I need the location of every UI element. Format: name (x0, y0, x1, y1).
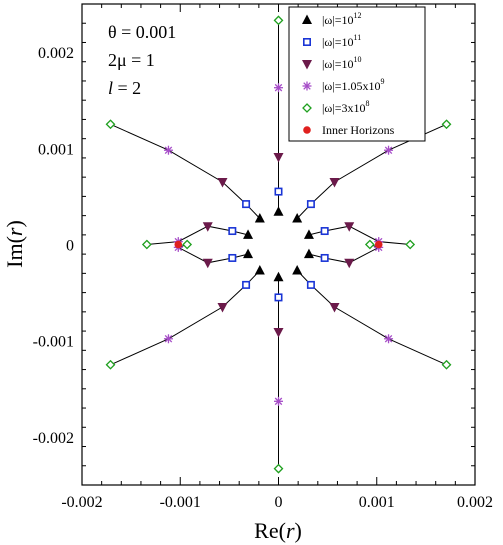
y-tick-label: 0 (66, 238, 74, 255)
data-point-s4-2 (274, 396, 283, 406)
data-point-s2-10 (320, 253, 329, 262)
data-point-s6-2 (374, 240, 383, 249)
x-tick-label: -0.002 (61, 494, 102, 511)
data-point-s2-6 (306, 280, 315, 289)
data-point-s2-9 (228, 253, 237, 262)
annotation-l: l = 2 (108, 78, 141, 98)
data-point-s1-1 (273, 206, 284, 216)
data-point-s2-7 (228, 227, 237, 236)
data-point-s4-1 (274, 83, 283, 93)
trajectory-line-5 (110, 270, 261, 366)
trajectory-line-6 (296, 270, 447, 366)
data-point-s2-4 (306, 200, 315, 209)
data-point-s1-4 (292, 213, 303, 223)
x-tick-label: -0.001 (160, 494, 201, 511)
data-point-s3-9 (202, 258, 213, 269)
data-point-s3-4 (329, 177, 340, 188)
data-point-s1-9 (243, 248, 254, 259)
data-point-s1-3 (254, 213, 265, 223)
data-point-s4-6 (384, 334, 394, 344)
legend-marker-3 (302, 60, 312, 70)
legend-label-5: |ω|=3x108 (322, 99, 369, 115)
data-point-s1-2 (273, 271, 284, 282)
data-point-s5-4 (441, 119, 452, 130)
legend-box (288, 6, 426, 142)
data-point-s3-7 (202, 222, 213, 232)
legend-label-3: |ω|=1010 (322, 55, 361, 71)
data-point-s3-3 (217, 177, 228, 188)
x-tick-label: 0.001 (359, 494, 395, 511)
y-tick-label: 0.002 (38, 45, 74, 62)
data-point-s1-6 (292, 264, 303, 275)
data-point-s1-5 (254, 264, 265, 275)
data-point-s4-5 (163, 334, 173, 344)
y-tick-label: -0.002 (33, 430, 74, 447)
plot-markers (105, 15, 452, 474)
legend-marker-1 (302, 14, 312, 24)
axis-ticks: -0.002 -0.001 0 0.001 0.002 -0.002 -0.001 0 0.00… (33, 3, 493, 511)
data-point-s5-9 (182, 239, 193, 250)
data-point-s2-2 (274, 293, 283, 302)
data-point-s3-2 (273, 328, 284, 338)
data-point-s3-6 (329, 303, 340, 313)
legend-label-6: Inner Horizons (322, 123, 395, 137)
y-tick-label: -0.001 (33, 334, 74, 351)
legend-marker-6 (303, 126, 311, 134)
data-point-s4-4 (384, 145, 394, 155)
data-point-s2-5 (242, 280, 251, 289)
trajectory-line-3 (110, 123, 261, 219)
data-point-s3-8 (344, 222, 355, 232)
data-point-s5-8 (405, 239, 416, 250)
data-point-s5-2 (273, 463, 284, 474)
data-point-s4-3 (163, 145, 173, 155)
data-point-s2-1 (274, 187, 283, 196)
legend-label-1: |ω|=1012 (322, 11, 361, 27)
y-axis-title: Im(r) (2, 220, 27, 268)
x-axis-title: Re(r) (254, 518, 302, 543)
x-tick-label: 0.002 (457, 494, 493, 511)
legend-marker-4 (302, 81, 312, 91)
legend: |ω|=1012 |ω|=1011 |ω|=1010 |ω|=1.05x109 |ω|=… (288, 6, 426, 142)
legend-label-4: |ω|=1.05x109 (322, 77, 384, 93)
data-point-s5-1 (273, 15, 284, 26)
x-tick-label: 0 (275, 494, 283, 511)
annotation-mu: 2μ = 1 (108, 50, 155, 70)
y-tick-label: 0.001 (38, 141, 74, 158)
data-point-s5-7 (141, 239, 152, 250)
data-point-s2-8 (320, 227, 329, 236)
data-point-s1-10 (303, 248, 314, 259)
data-point-s5-3 (105, 119, 116, 130)
data-point-s5-5 (105, 359, 116, 370)
data-point-s1-8 (303, 229, 314, 239)
data-point-s2-3 (242, 200, 251, 209)
data-point-s3-5 (217, 303, 228, 313)
legend-label-2: |ω|=1011 (322, 33, 361, 49)
legend-marker-5 (302, 103, 312, 113)
data-point-s6-1 (174, 240, 183, 249)
legend-marker-2 (302, 37, 311, 46)
legend-entries: |ω|=1012 |ω|=1011 |ω|=1010 |ω|=1.05x109 |ω|=… (302, 11, 395, 137)
annotation-theta: θ = 0.001 (108, 22, 176, 42)
data-point-s3-10 (344, 258, 355, 269)
data-point-s3-1 (273, 152, 284, 163)
data-point-s5-10 (364, 239, 375, 250)
data-point-s1-7 (243, 229, 254, 239)
data-point-s5-6 (441, 359, 452, 370)
